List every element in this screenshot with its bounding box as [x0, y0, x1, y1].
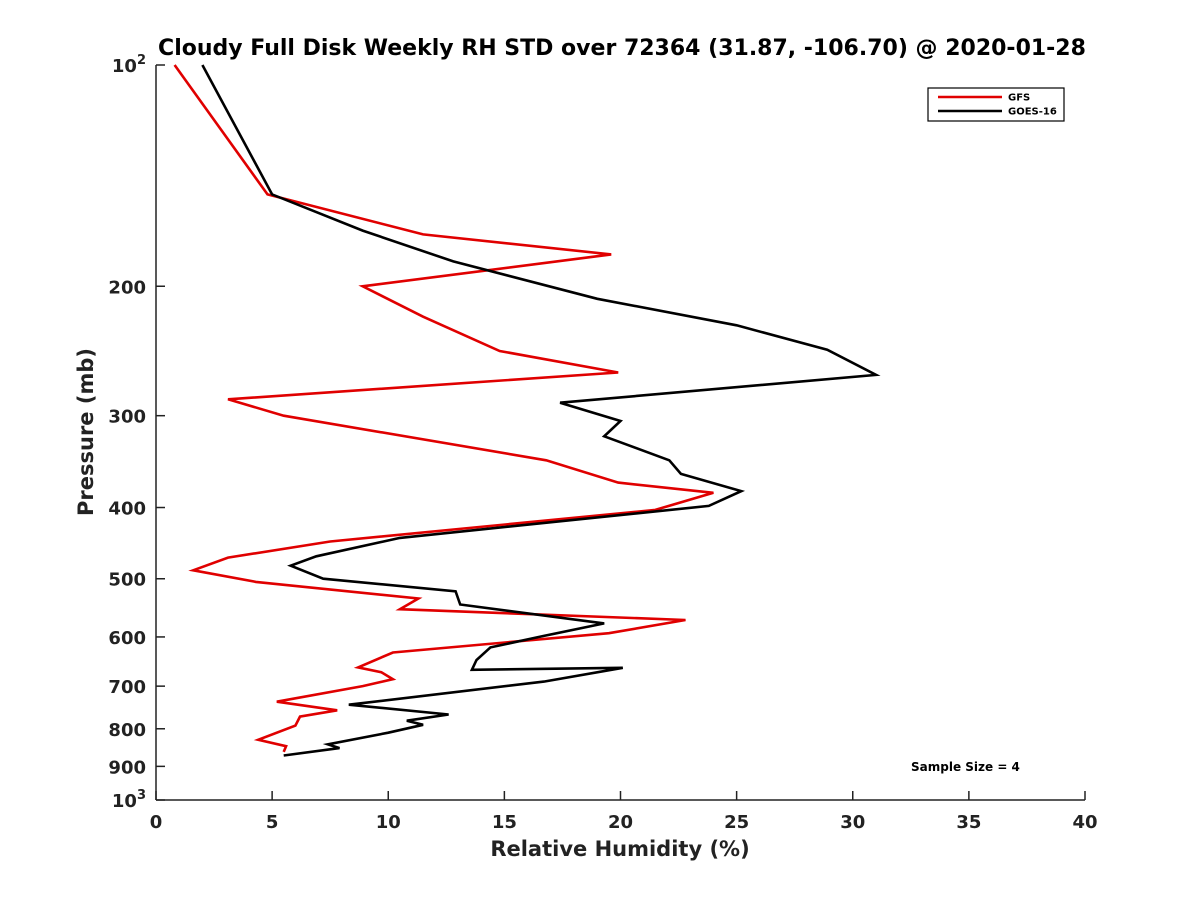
- y-ticks: 102 200 300 400 500 600 700 800 900 103: [108, 53, 165, 812]
- y-tick-label: 103: [112, 788, 146, 812]
- y-tick-label: 800: [108, 720, 146, 741]
- y-tick-label: 200: [108, 277, 146, 298]
- x-tick-label: 5: [266, 812, 279, 833]
- y-tick-label: 700: [108, 677, 146, 698]
- y-tick-label: 102: [112, 53, 146, 77]
- legend-label-gfs: GFS: [1008, 93, 1030, 104]
- x-tick-label: 35: [956, 812, 981, 833]
- sample-size-annotation: Sample Size = 4: [911, 760, 1020, 774]
- x-tick-label: 0: [150, 812, 163, 833]
- y-tick-label: 400: [108, 499, 146, 520]
- chart-title: Cloudy Full Disk Weekly RH STD over 7236…: [158, 36, 1086, 61]
- y-tick-label: 300: [108, 407, 146, 428]
- x-tick-label: 15: [492, 812, 517, 833]
- y-tick-label: 900: [108, 757, 146, 778]
- legend: GFS GOES-16: [927, 87, 1065, 122]
- series-line-goes16: [201, 64, 881, 757]
- x-tick-label: 20: [608, 812, 633, 833]
- y-axis-label: Pressure (mb): [74, 348, 98, 516]
- y-tick-label: 500: [108, 570, 146, 591]
- x-tick-label: 40: [1072, 812, 1097, 833]
- legend-box: [927, 87, 1065, 122]
- legend-label-goes16: GOES-16: [1008, 107, 1057, 118]
- x-tick-label: 30: [840, 812, 865, 833]
- series-line-gfs: [173, 64, 714, 753]
- x-axis-label: Relative Humidity (%): [490, 837, 749, 861]
- y-tick-label: 600: [108, 628, 146, 649]
- series-layer: [173, 64, 881, 757]
- x-tick-label: 10: [376, 812, 401, 833]
- x-ticks: 0 5 10 15 20 25 30 35 40: [150, 791, 1098, 833]
- x-tick-label: 25: [724, 812, 749, 833]
